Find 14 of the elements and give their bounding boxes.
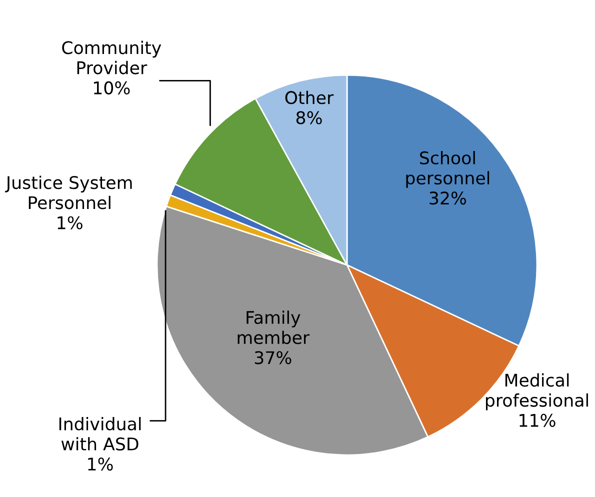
data-label: 8% (296, 111, 322, 124)
data-label: 1% (58, 216, 82, 230)
slice-label: Community Provider (62, 40, 162, 74)
slice-label: Other (285, 90, 334, 104)
slice-label: Justice System Personnel (5, 176, 132, 210)
slice-label: Individual with ASD (59, 417, 141, 451)
data-label: 32% (430, 192, 466, 205)
slice-label: Medical professional (486, 373, 588, 410)
data-label: 1% (88, 458, 113, 471)
slice-label: School personnel (406, 151, 490, 188)
data-label: 11% (520, 414, 556, 427)
data-label: 37% (254, 351, 292, 364)
slice-label: Family member (238, 310, 310, 344)
data-label: 10% (94, 81, 130, 94)
